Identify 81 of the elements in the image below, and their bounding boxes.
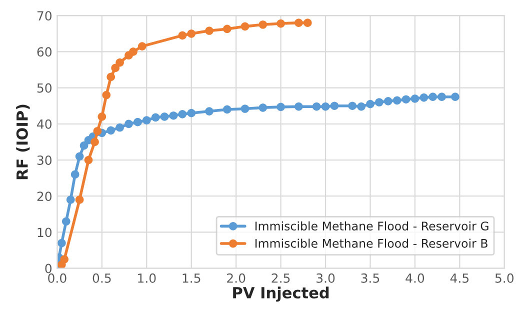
y-axis-title: RF (IOIP) <box>16 104 30 180</box>
point <box>116 58 124 67</box>
point <box>384 96 392 106</box>
point <box>124 120 133 128</box>
y-tick-label: 0 <box>45 264 52 274</box>
x-tick-label: 0.0 <box>48 273 66 283</box>
x-tick-label: 3.0 <box>316 273 335 283</box>
point <box>62 217 70 226</box>
point <box>392 96 402 105</box>
point <box>160 112 169 121</box>
point <box>276 102 285 112</box>
point <box>402 95 410 104</box>
point <box>58 238 66 248</box>
x-tick-label: 4.0 <box>406 273 424 283</box>
point <box>142 116 151 124</box>
point <box>321 102 330 111</box>
point <box>134 118 142 126</box>
point <box>60 255 69 264</box>
x-tick-label: 4.5 <box>450 274 469 283</box>
point <box>151 113 160 122</box>
point <box>106 72 116 82</box>
y-tick-label: 50 <box>37 83 52 93</box>
point <box>294 102 303 111</box>
point <box>258 103 268 112</box>
point <box>222 24 232 34</box>
point <box>451 92 460 101</box>
point <box>111 64 120 72</box>
point <box>102 90 111 100</box>
point <box>303 18 312 27</box>
point <box>90 138 99 146</box>
point <box>70 170 80 179</box>
y-tick-label: 10 <box>38 228 52 238</box>
point <box>294 18 303 27</box>
x-tick-label: 3.5 <box>361 273 380 283</box>
legend-label: Immiscible Methane Flood - Reservoir B <box>255 238 488 248</box>
point <box>66 196 75 204</box>
point <box>258 20 268 29</box>
point <box>330 102 339 110</box>
point <box>80 141 88 150</box>
point <box>410 94 420 103</box>
point <box>222 105 232 114</box>
point <box>75 196 84 204</box>
x-tick-label: 1.0 <box>138 273 156 283</box>
x-tick-label: 2.5 <box>272 273 290 283</box>
point <box>169 111 178 120</box>
point <box>366 100 374 108</box>
y-tick-label: 40 <box>37 119 52 129</box>
legend-label: Immiscible Methane Flood - Reservoir G <box>255 221 488 230</box>
point <box>129 48 138 56</box>
y-tick-label: 20 <box>37 192 52 202</box>
point <box>428 92 438 101</box>
x-tick-label: 0.5 <box>92 273 111 283</box>
point <box>438 92 446 101</box>
point <box>357 102 366 111</box>
point <box>75 152 84 161</box>
point <box>205 107 214 116</box>
point <box>106 126 116 135</box>
point <box>178 31 187 40</box>
point <box>84 156 93 164</box>
x-tick-label: 2.0 <box>227 273 246 283</box>
point <box>187 29 196 38</box>
point <box>98 112 106 121</box>
point <box>348 102 357 110</box>
x-tick-label: 1.5 <box>182 274 200 283</box>
point <box>93 126 102 136</box>
point <box>138 42 146 50</box>
x-axis-title: PV Injected <box>233 286 329 302</box>
point <box>205 26 214 35</box>
point <box>312 102 321 111</box>
x-tick-label: 5.0 <box>495 273 514 283</box>
y-tick-label: 30 <box>37 155 52 165</box>
point <box>276 19 285 28</box>
point <box>240 22 250 31</box>
point <box>178 110 187 118</box>
point <box>420 93 428 102</box>
point <box>375 98 384 106</box>
point <box>187 108 196 118</box>
point <box>116 123 124 132</box>
y-tick-label: 70 <box>37 11 52 21</box>
y-tick-label: 60 <box>37 47 52 57</box>
point <box>240 104 250 113</box>
